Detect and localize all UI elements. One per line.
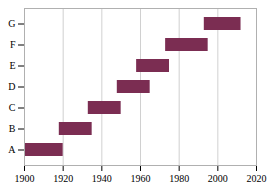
svg-text:F: F (10, 39, 16, 50)
svg-text:1940: 1940 (92, 173, 112, 184)
svg-text:G: G (8, 18, 15, 29)
svg-text:E: E (9, 60, 15, 71)
svg-text:2000: 2000 (208, 173, 228, 184)
svg-text:1980: 1980 (169, 173, 189, 184)
svg-text:1960: 1960 (131, 173, 151, 184)
svg-text:A: A (8, 144, 16, 155)
svg-text:B: B (9, 123, 16, 134)
svg-text:C: C (9, 102, 16, 113)
svg-text:1900: 1900 (15, 173, 35, 184)
svg-text:D: D (8, 81, 15, 92)
svg-text:1920: 1920 (53, 173, 73, 184)
svg-text:2020: 2020 (247, 173, 267, 184)
